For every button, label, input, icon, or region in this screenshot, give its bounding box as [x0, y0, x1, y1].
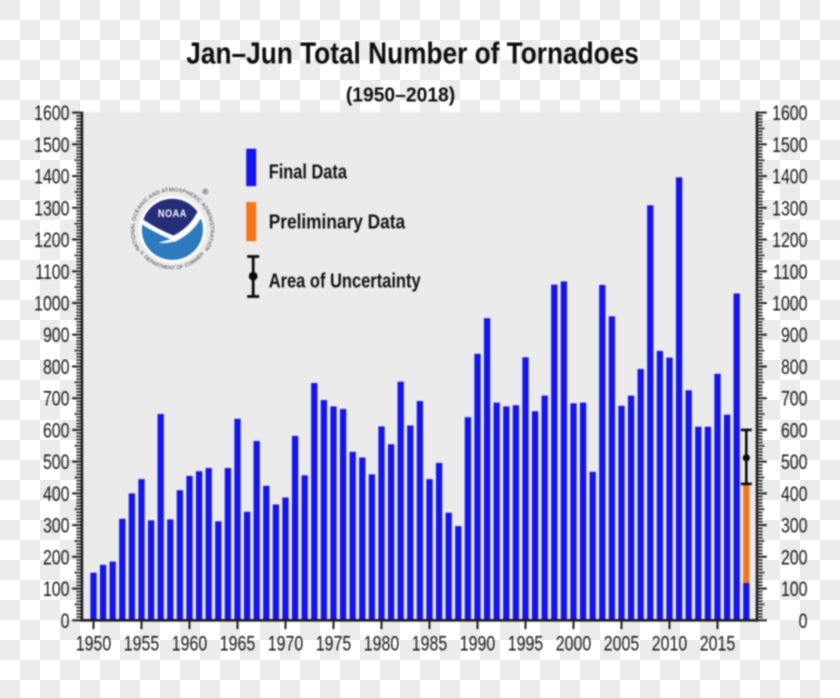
svg-text:100: 100: [43, 578, 70, 602]
svg-text:800: 800: [781, 356, 808, 380]
svg-text:500: 500: [43, 451, 70, 475]
svg-text:1990: 1990: [460, 632, 495, 656]
svg-text:700: 700: [43, 388, 70, 412]
svg-text:1000: 1000: [34, 292, 69, 316]
svg-text:1500: 1500: [772, 134, 807, 158]
svg-text:1300: 1300: [34, 197, 69, 221]
svg-text:300: 300: [781, 514, 808, 538]
svg-text:1995: 1995: [508, 632, 543, 656]
svg-text:1400: 1400: [772, 165, 807, 189]
svg-text:2015: 2015: [700, 632, 735, 656]
svg-text:1400: 1400: [34, 165, 69, 189]
svg-text:1200: 1200: [34, 229, 69, 253]
svg-text:1950: 1950: [76, 632, 111, 656]
svg-text:1100: 1100: [35, 261, 69, 285]
svg-text:Preliminary Data: Preliminary Data: [269, 211, 406, 233]
svg-text:(1950–2018): (1950–2018): [346, 84, 455, 106]
svg-text:400: 400: [781, 483, 808, 507]
svg-text:1500: 1500: [34, 134, 69, 158]
svg-text:1980: 1980: [364, 632, 399, 656]
svg-text:1955: 1955: [124, 632, 159, 656]
svg-text:Area of Uncertainty: Area of Uncertainty: [269, 269, 422, 292]
svg-text:2000: 2000: [556, 632, 591, 656]
svg-text:1100: 1100: [773, 261, 807, 285]
svg-text:400: 400: [43, 483, 70, 507]
svg-text:0: 0: [799, 610, 808, 634]
svg-text:1960: 1960: [172, 632, 207, 656]
svg-text:1000: 1000: [772, 292, 807, 316]
svg-text:1600: 1600: [772, 102, 807, 126]
svg-text:0: 0: [61, 610, 70, 634]
svg-text:Jan–Jun Total Number of Tornad: Jan–Jun Total Number of Tornadoes: [186, 37, 639, 72]
svg-text:1300: 1300: [772, 197, 807, 221]
svg-text:600: 600: [43, 419, 70, 443]
svg-text:2010: 2010: [652, 632, 687, 656]
svg-text:200: 200: [43, 546, 70, 570]
svg-text:1975: 1975: [316, 632, 351, 656]
svg-text:1965: 1965: [220, 632, 255, 656]
svg-text:1600: 1600: [34, 102, 69, 126]
svg-text:500: 500: [781, 451, 808, 475]
svg-text:600: 600: [781, 419, 808, 443]
svg-text:®: ®: [202, 187, 208, 196]
svg-text:1200: 1200: [772, 229, 807, 253]
svg-text:1985: 1985: [412, 632, 447, 656]
svg-text:1970: 1970: [268, 632, 303, 656]
svg-text:NOAA: NOAA: [158, 209, 187, 221]
svg-text:900: 900: [781, 324, 808, 348]
svg-text:Final Data: Final Data: [269, 160, 348, 183]
svg-text:100: 100: [781, 578, 808, 602]
svg-text:700: 700: [781, 388, 808, 412]
svg-text:300: 300: [43, 514, 70, 538]
svg-text:2005: 2005: [604, 632, 639, 656]
svg-text:800: 800: [43, 356, 70, 380]
svg-text:900: 900: [43, 324, 70, 348]
svg-text:200: 200: [781, 546, 808, 570]
